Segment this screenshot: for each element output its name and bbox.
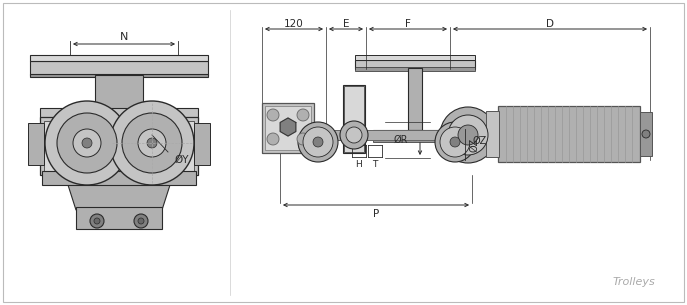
Bar <box>95 75 143 110</box>
Circle shape <box>440 107 496 163</box>
Bar <box>40 108 198 120</box>
Bar <box>76 207 162 229</box>
Text: T: T <box>372 160 378 169</box>
Circle shape <box>267 133 279 145</box>
Text: ØZ: ØZ <box>473 136 487 146</box>
Circle shape <box>138 129 166 157</box>
Circle shape <box>267 109 279 121</box>
Bar <box>40 117 198 175</box>
Text: ØY: ØY <box>174 155 188 165</box>
Bar <box>408 68 422 130</box>
Circle shape <box>94 218 100 224</box>
Text: H: H <box>356 160 362 169</box>
Circle shape <box>450 137 460 147</box>
Text: ØZ: ØZ <box>469 138 479 152</box>
Bar <box>30 61 208 75</box>
Circle shape <box>73 129 101 157</box>
Circle shape <box>147 138 157 148</box>
Circle shape <box>45 101 129 185</box>
Circle shape <box>298 122 338 162</box>
Circle shape <box>82 138 92 148</box>
Circle shape <box>122 113 182 173</box>
Circle shape <box>440 127 470 157</box>
Bar <box>42 171 196 185</box>
Circle shape <box>90 214 104 228</box>
Bar <box>486 111 499 157</box>
Circle shape <box>340 121 368 149</box>
Circle shape <box>110 101 194 185</box>
Circle shape <box>138 218 144 224</box>
Text: Trolleys: Trolleys <box>612 277 655 287</box>
Circle shape <box>313 137 323 147</box>
Circle shape <box>297 109 309 121</box>
Bar <box>44 121 194 171</box>
Text: F: F <box>405 19 411 29</box>
Bar <box>355 55 475 60</box>
Bar <box>265 106 311 150</box>
Circle shape <box>435 122 475 162</box>
Bar <box>355 60 475 69</box>
Text: E: E <box>343 19 349 29</box>
Bar <box>30 74 208 77</box>
Circle shape <box>57 113 117 173</box>
Bar <box>40 118 198 122</box>
Text: P: P <box>373 209 379 219</box>
Bar <box>194 123 210 165</box>
Circle shape <box>448 115 488 155</box>
Bar <box>373 130 457 139</box>
Polygon shape <box>68 185 170 210</box>
Bar <box>373 138 457 142</box>
Bar <box>640 112 652 156</box>
Bar <box>262 103 314 153</box>
Bar <box>344 86 364 152</box>
Text: D: D <box>546 19 554 29</box>
Circle shape <box>458 125 478 145</box>
Bar <box>288 130 520 140</box>
Bar <box>30 55 208 61</box>
Circle shape <box>297 133 309 145</box>
Bar <box>28 123 44 165</box>
Bar <box>355 67 475 71</box>
Bar <box>498 106 640 162</box>
Circle shape <box>642 130 650 138</box>
Bar <box>343 85 365 153</box>
Circle shape <box>346 127 362 143</box>
Circle shape <box>134 214 148 228</box>
Text: 120: 120 <box>284 19 304 29</box>
Polygon shape <box>280 118 296 136</box>
Text: N: N <box>120 32 128 42</box>
Text: ØR: ØR <box>394 135 408 145</box>
Circle shape <box>303 127 333 157</box>
